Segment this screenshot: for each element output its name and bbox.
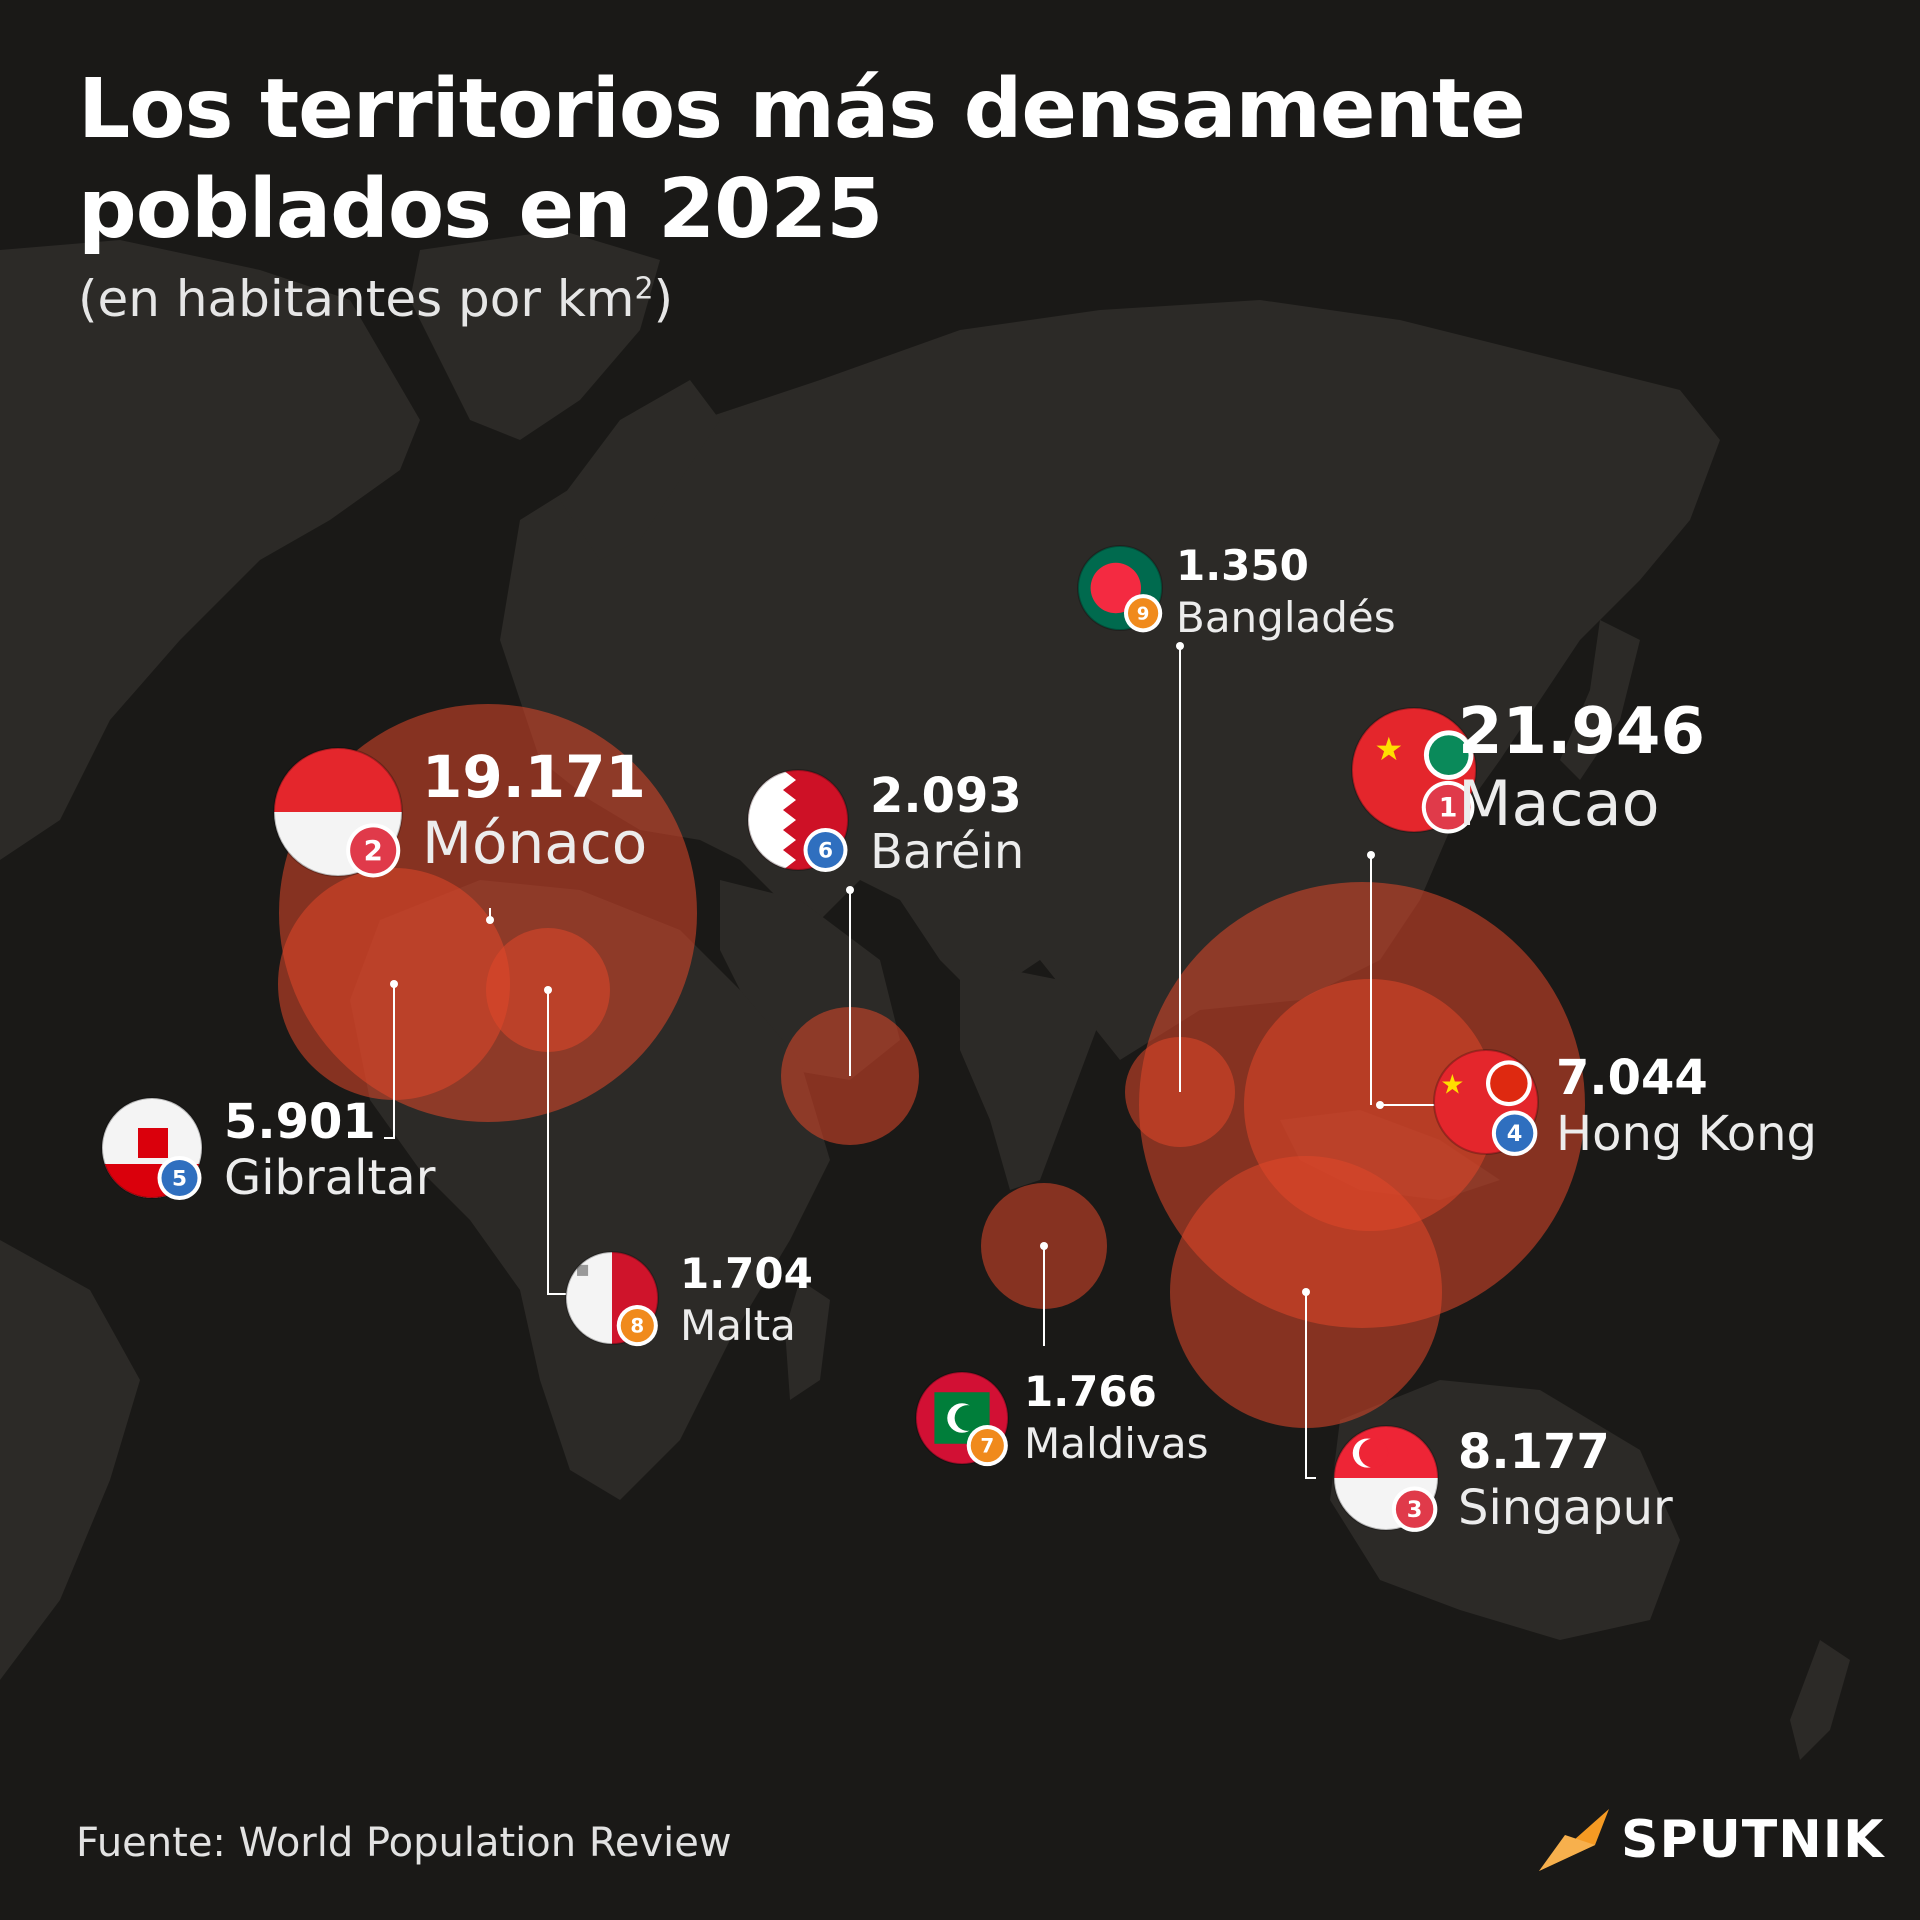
anchor-dot-macao <box>1367 851 1375 859</box>
value-macao: 21.946 <box>1458 695 1705 769</box>
rank-number-macao: 1 <box>1439 793 1458 824</box>
rank-number-malta: 8 <box>630 1315 644 1338</box>
title-line-2: poblados en 2025 <box>78 162 883 257</box>
anchor-dot-maldivas <box>1040 1242 1048 1250</box>
rank-badge-macao: 1 <box>1421 780 1475 834</box>
name-singapur: Singapur <box>1458 1480 1673 1536</box>
land-scandinavia <box>560 380 720 560</box>
anchor-dot-monaco <box>486 916 494 924</box>
name-macao: Macao <box>1458 767 1660 840</box>
label-monaco: 19.171 Mónaco <box>422 744 647 876</box>
rank-number-barein: 6 <box>818 839 833 864</box>
value-malta: 1.704 <box>680 1249 813 1298</box>
label-barein: 2.093 Baréin <box>870 768 1024 880</box>
name-barein: Baréin <box>870 824 1025 880</box>
name-hong-kong: Hong Kong <box>1556 1106 1817 1162</box>
title-line-1: Los territorios más densamente <box>78 62 1526 157</box>
land-eurasia <box>500 300 1720 1060</box>
rank-badge-maldivas: 7 <box>966 1425 1008 1467</box>
brand-name: SPUTNIK <box>1621 1810 1885 1870</box>
land-japan <box>1560 620 1640 780</box>
name-bangladesh: Bangladés <box>1176 593 1396 642</box>
source-note: Fuente: World Population Review <box>76 1820 732 1866</box>
brand-logo: SPUTNIK <box>1535 1805 1884 1875</box>
rank-number-monaco: 2 <box>364 834 383 867</box>
label-singapur: 8.177 Singapur <box>1458 1424 1673 1536</box>
label-macao: 21.946 Macao <box>1458 696 1705 840</box>
value-maldivas: 1.766 <box>1024 1367 1157 1416</box>
rank-number-maldivas: 7 <box>980 1435 994 1458</box>
rank-number-bangladesh: 9 <box>1137 604 1150 625</box>
rank-number-singapur: 3 <box>1407 1497 1423 1523</box>
subtitle: (en habitantes por km2) <box>78 270 673 328</box>
name-maldivas: Maldivas <box>1024 1419 1209 1468</box>
name-malta: Malta <box>680 1301 796 1350</box>
leader-line-singapur <box>1305 1292 1316 1479</box>
rank-badge-hong-kong: 4 <box>1491 1110 1538 1156</box>
leader-line-malta <box>547 990 566 1295</box>
label-maldivas: 1.766 Maldivas <box>1024 1366 1208 1470</box>
svg-text:★: ★ <box>1374 730 1403 768</box>
anchor-dot-barein <box>846 886 854 894</box>
subtitle-close: ) <box>653 270 674 328</box>
subtitle-superscript: 2 <box>634 271 654 307</box>
value-barein: 2.093 <box>870 768 1022 824</box>
rank-badge-bangladesh: 9 <box>1123 594 1163 633</box>
label-malta: 1.704 Malta <box>680 1248 813 1352</box>
subtitle-text: (en habitantes por km <box>78 270 635 328</box>
label-bangladesh: 1.350 Bangladés <box>1176 540 1396 644</box>
label-gibraltar: 5.901 Gibraltar <box>224 1094 435 1206</box>
anchor-dot-singapur <box>1302 1288 1310 1296</box>
value-bangladesh: 1.350 <box>1176 541 1309 590</box>
land-north-america <box>0 240 420 860</box>
value-hong-kong: 7.044 <box>1556 1050 1708 1106</box>
anchor-dot-malta <box>544 986 552 994</box>
land-south-america <box>0 1240 140 1680</box>
name-gibraltar: Gibraltar <box>224 1150 436 1206</box>
value-singapur: 8.177 <box>1458 1424 1610 1480</box>
rank-badge-singapur: 3 <box>1391 1486 1438 1532</box>
page-title: Los territorios más densamente poblados … <box>78 60 1778 260</box>
leader-line-gibraltar <box>384 984 395 1139</box>
value-monaco: 19.171 <box>422 743 646 811</box>
sputnik-logo-icon <box>1539 1809 1609 1871</box>
land-new-zealand <box>1790 1640 1850 1760</box>
name-monaco: Mónaco <box>422 809 648 877</box>
land-greenland <box>410 230 660 440</box>
anchor-dot-hong-kong <box>1376 1101 1384 1109</box>
rank-number-hong-kong: 4 <box>1507 1121 1523 1147</box>
rank-badge-malta: 8 <box>616 1305 658 1347</box>
rank-number-gibraltar: 5 <box>172 1167 187 1192</box>
land-madagascar <box>785 1280 830 1400</box>
land-india <box>960 960 1100 1190</box>
svg-text:★: ★ <box>1440 1070 1464 1101</box>
label-hong-kong: 7.044 Hong Kong <box>1556 1050 1817 1162</box>
value-gibraltar: 5.901 <box>224 1094 376 1150</box>
anchor-dot-gibraltar <box>390 980 398 988</box>
anchor-dot-bangladesh <box>1176 642 1184 650</box>
rank-badge-gibraltar: 5 <box>157 1156 202 1200</box>
rank-badge-barein: 6 <box>803 828 848 872</box>
rank-badge-monaco: 2 <box>346 823 401 878</box>
